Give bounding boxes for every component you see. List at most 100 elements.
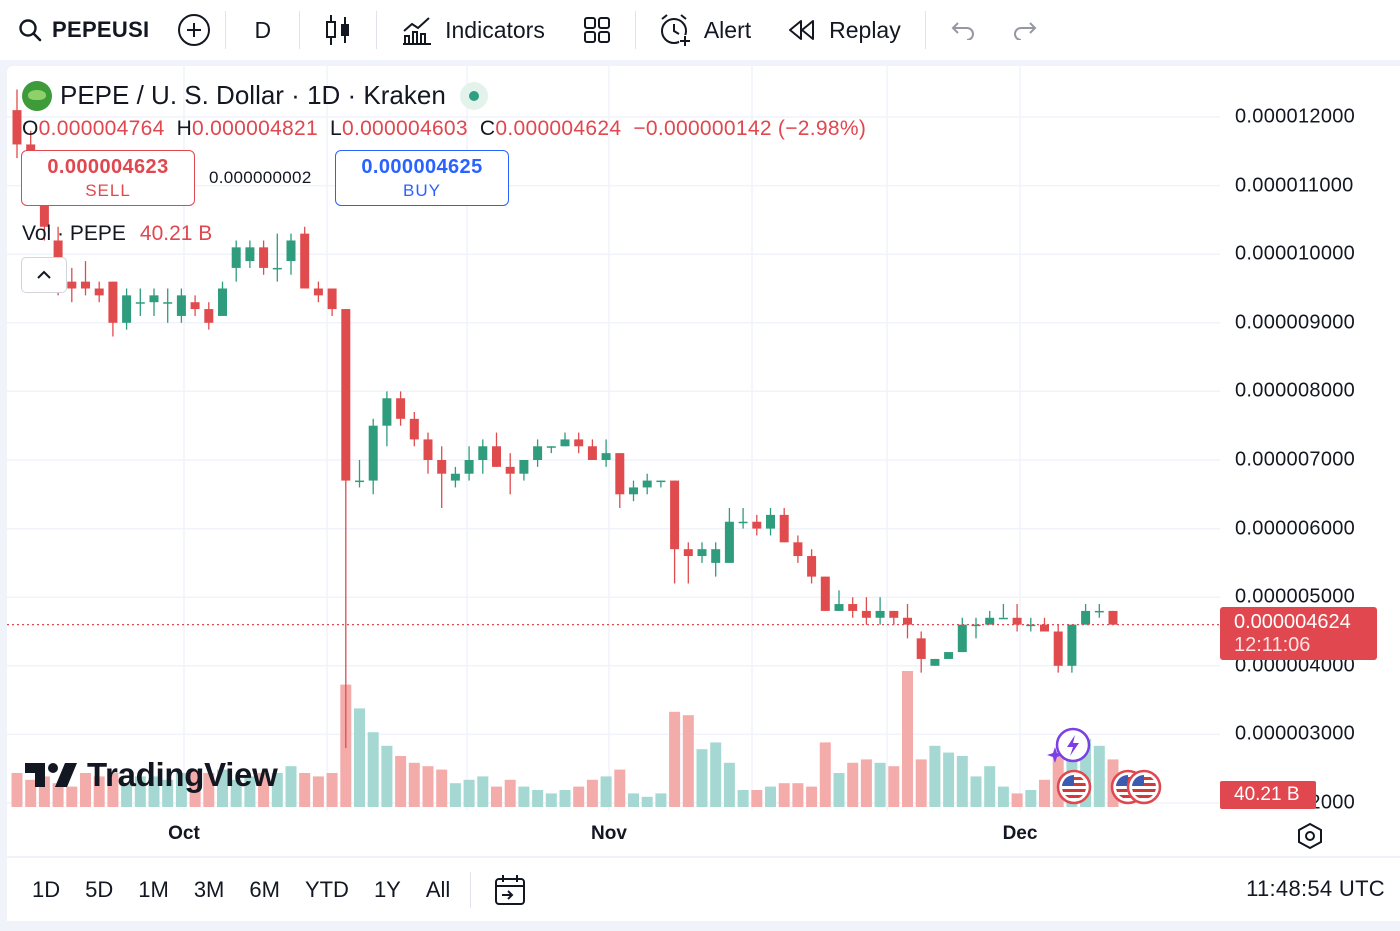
volume-bar: [559, 790, 571, 807]
range-1y[interactable]: 1Y: [373, 876, 401, 902]
candle-body: [478, 446, 488, 460]
candle-body: [409, 418, 419, 440]
chart-type-button[interactable]: [300, 0, 376, 60]
volume-bar: [134, 776, 146, 807]
axis-settings-icon[interactable]: [1295, 821, 1325, 851]
compare-symbol-button[interactable]: [163, 0, 225, 60]
candle-body: [396, 398, 406, 419]
volume-bar: [285, 766, 297, 807]
candle-body: [382, 398, 392, 426]
price-axis[interactable]: 0.000012000 0.000011000 0.000010000 0.00000…: [1220, 66, 1400, 814]
top-toolbar: PEPEUSI D Indicators Alert Replay: [0, 0, 1400, 60]
close-value: 0.000004624: [495, 117, 622, 140]
toolbar-divider: [299, 11, 301, 49]
candle-body: [1081, 610, 1091, 625]
range-1m[interactable]: 1M: [138, 876, 169, 902]
sell-button[interactable]: 0.000004623 SELL: [21, 150, 195, 206]
volume-bar: [436, 769, 448, 807]
volume-bar: [915, 759, 927, 807]
price-axis-label: 0.000003000: [1235, 722, 1356, 745]
candle-body: [231, 247, 241, 268]
volume-bar: [93, 776, 105, 807]
market-status-icon[interactable]: [459, 81, 488, 110]
candle-body: [464, 460, 474, 474]
bar-countdown: 12:11:06: [1234, 634, 1311, 656]
volume-bar: [1011, 793, 1023, 807]
undo-button[interactable]: [926, 0, 1000, 60]
candle-body: [355, 480, 364, 483]
low-key: L: [329, 117, 342, 140]
volume-bar: [710, 742, 722, 807]
sell-price: 0.000004623: [47, 155, 169, 178]
candle-body: [1053, 631, 1063, 666]
volume-bar: [997, 786, 1009, 807]
candle-body: [971, 624, 981, 627]
volume-bar: [929, 745, 941, 807]
candles-icon: [326, 15, 350, 45]
price-chart-plot[interactable]: [7, 66, 1220, 811]
volume-tag: 40.21 B: [1220, 781, 1316, 809]
ai-insight-icon[interactable]: [1047, 727, 1093, 765]
candle-body: [629, 487, 638, 495]
utc-clock[interactable]: 11:48:54 UTC: [1246, 876, 1385, 901]
indicators-button[interactable]: Indicators: [377, 0, 559, 60]
range-6m[interactable]: 6M: [249, 876, 280, 902]
candle-body: [327, 288, 337, 310]
candle-body: [546, 446, 556, 448]
volume-bar: [217, 769, 228, 807]
candle-body: [519, 460, 529, 474]
candle-body: [807, 556, 817, 577]
symbol-search-button[interactable]: PEPEUSI: [0, 0, 163, 60]
symbol-legend[interactable]: PEPE / U. S. Dollar · 1D · Kraken: [22, 80, 488, 111]
volume-bar: [312, 776, 324, 807]
price-axis-label: 0.000008000: [1235, 379, 1356, 402]
candle-body: [793, 542, 803, 557]
candle-body: [766, 514, 775, 529]
candle-body: [779, 514, 789, 543]
candle-body: [998, 617, 1008, 620]
volume-bar: [1025, 790, 1037, 807]
replay-button[interactable]: Replay: [765, 0, 915, 60]
candle-body: [574, 439, 584, 447]
candle-body: [1040, 624, 1049, 632]
alert-button[interactable]: Alert: [636, 0, 765, 60]
range-1d[interactable]: 1D: [32, 876, 61, 902]
volume-bar: [819, 742, 831, 807]
volume-legend[interactable]: Vol · PEPE 40.21 B: [22, 222, 212, 246]
us-event-icon[interactable]: [1126, 769, 1162, 805]
range-5d[interactable]: 5D: [85, 876, 114, 902]
ohlc-values: O 0.000004764 H 0.000004821 L 0.000004603 C…: [22, 117, 878, 141]
range-3m[interactable]: 3M: [193, 876, 225, 902]
us-event-icon[interactable]: [1056, 769, 1092, 805]
indicators-label: Indicators: [445, 16, 545, 43]
volume-bar: [463, 779, 475, 807]
redo-button[interactable]: [1000, 0, 1050, 60]
interval-button[interactable]: D: [226, 0, 299, 60]
candle-body: [615, 453, 625, 495]
time-axis[interactable]: Oct Nov Dec: [7, 811, 1400, 856]
toolbar-divider: [225, 11, 227, 49]
range-ytd[interactable]: YTD: [304, 876, 349, 902]
volume-bar: [80, 773, 91, 807]
candle-body: [985, 617, 995, 625]
time-label-dec: Dec: [1002, 823, 1038, 844]
collapse-legend-button[interactable]: [21, 257, 67, 293]
buy-button[interactable]: 0.000004625 BUY: [335, 150, 509, 206]
candle-body: [259, 247, 269, 268]
volume-bar: [970, 776, 982, 807]
volume-bar: [586, 779, 598, 807]
chart-panel[interactable]: 0.000012000 0.000011000 0.000010000 0.00000…: [7, 66, 1400, 856]
candle-body: [1026, 624, 1036, 627]
range-all[interactable]: All: [425, 876, 451, 902]
go-to-date-icon[interactable]: [493, 873, 527, 907]
tradingview-logo[interactable]: TradingView: [25, 756, 278, 794]
candle-body: [533, 446, 543, 460]
tradingview-mark-icon: [25, 763, 77, 787]
sell-label: SELL: [85, 180, 131, 200]
candle-body: [313, 288, 323, 296]
volume-bar: [491, 786, 502, 807]
undo-icon: [951, 22, 974, 40]
volume-bar: [737, 790, 749, 807]
layouts-button[interactable]: [559, 0, 635, 60]
volume-bar: [532, 790, 544, 807]
